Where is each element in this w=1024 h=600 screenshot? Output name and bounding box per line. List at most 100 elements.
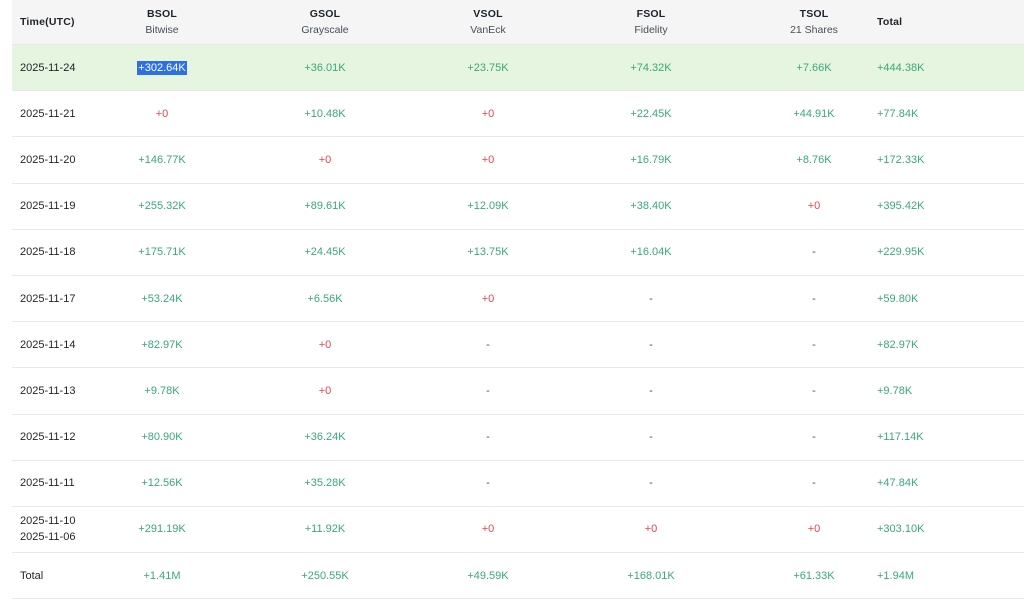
vsol-cell: - xyxy=(438,337,538,353)
date-value: 2025-11-13 xyxy=(20,384,76,397)
tsol-value: - xyxy=(812,292,816,305)
tsol-value: - xyxy=(812,246,816,259)
date-cell: 2025-11-18 xyxy=(12,244,112,260)
gsol-value: +0 xyxy=(318,153,332,166)
date-cell: 2025-11-12 xyxy=(12,429,112,445)
table-row[interactable]: 2025-11-24 +302.64K +36.01K +23.75K +74.32K +… xyxy=(12,45,1024,92)
tsol-cell: - xyxy=(764,429,864,445)
fsol-cell: +22.45K xyxy=(538,106,764,122)
header-tsol[interactable]: TSOL 21 Shares xyxy=(764,6,864,38)
bsol-value: +175.71K xyxy=(138,246,186,259)
date-value: 2025-11-06 xyxy=(20,531,76,544)
date-cell: 2025-11-14 xyxy=(12,337,112,353)
header-time-label: Time(UTC) xyxy=(20,16,75,28)
table-body: 2025-11-24 +302.64K +36.01K +23.75K +74.32K +… xyxy=(12,45,1024,554)
fsol-value: +16.79K xyxy=(630,153,672,166)
bsol-value: +12.56K xyxy=(141,477,183,490)
header-tsol-ticker: TSOL xyxy=(799,8,829,20)
table-row[interactable]: 2025-11-14 +82.97K +0 - - - +82.97K xyxy=(12,322,1024,369)
vsol-cell: +23.75K xyxy=(438,60,538,76)
date-cell: 2025-11-21 xyxy=(12,106,112,122)
total-cell: +82.97K xyxy=(864,337,1024,353)
tsol-cell: - xyxy=(764,244,864,260)
table-row[interactable]: 2025-11-12 +80.90K +36.24K - - - +117.14K xyxy=(12,414,1024,461)
bsol-value: +255.32K xyxy=(138,200,186,213)
vsol-cell: +0 xyxy=(438,291,538,307)
date-value: 2025-11-19 xyxy=(20,200,76,213)
total-value: +444.38K xyxy=(877,61,925,74)
table-row[interactable]: 2025-11-18 +175.71K +24.45K +13.75K +16.04K -… xyxy=(12,229,1024,276)
gsol-cell: +0 xyxy=(212,383,438,399)
vsol-cell: +0 xyxy=(438,152,538,168)
gsol-value: +36.01K xyxy=(304,61,346,74)
selected-value: +302.64K xyxy=(137,60,187,75)
table-row[interactable]: 2025-11-19 +255.32K +89.61K +12.09K +38.40K +… xyxy=(12,183,1024,230)
fsol-value: +38.40K xyxy=(630,200,672,213)
total-cell: +444.38K xyxy=(864,60,1024,76)
gsol-value: +6.56K xyxy=(307,292,343,305)
header-bsol[interactable]: BSOL Bitwise xyxy=(112,6,212,38)
header-total[interactable]: Total xyxy=(864,14,1024,30)
bsol-value: +0 xyxy=(155,107,169,120)
vsol-value: +0 xyxy=(481,292,495,305)
table-row[interactable]: 2025-11-21 +0 +10.48K +0 +22.45K +44.91K +77.8… xyxy=(12,91,1024,138)
gsol-value: +24.45K xyxy=(304,246,346,259)
total-cell: +59.80K xyxy=(864,291,1024,307)
tsol-value: +7.66K xyxy=(796,61,832,74)
table-row[interactable]: 2025-11-17 +53.24K +6.56K +0 - - +59.80K xyxy=(12,275,1024,323)
date-value: 2025-11-11 xyxy=(20,477,75,490)
table-row-total: Total +1.41M +250.55K +49.59K +168.01K +61.3… xyxy=(12,553,1024,600)
table-row[interactable]: 2025-11-11 +12.56K +35.28K - - - +47.84K xyxy=(12,460,1024,507)
header-vsol-issuer: VanEck xyxy=(470,24,506,36)
header-gsol-ticker: GSOL xyxy=(309,8,341,20)
date-value: 2025-11-24 xyxy=(20,61,76,74)
tsol-value: +0 xyxy=(807,200,821,213)
bsol-value: +53.24K xyxy=(141,292,183,305)
vsol-cell: +0 xyxy=(438,521,538,537)
bsol-cell: +80.90K xyxy=(112,429,212,445)
total-vsol-value: +49.59K xyxy=(467,569,509,582)
vsol-value: +0 xyxy=(481,107,495,120)
tsol-cell: +0 xyxy=(764,198,864,214)
vsol-cell: - xyxy=(438,475,538,491)
date-cell: 2025-11-24 xyxy=(12,60,112,76)
bsol-value: +146.77K xyxy=(138,153,186,166)
date-value: 2025-11-20 xyxy=(20,153,76,166)
tsol-value: +0 xyxy=(807,523,821,536)
gsol-cell: +11.92K xyxy=(212,521,438,537)
table-row[interactable]: 2025-11-20 +146.77K +0 +0 +16.79K +8.76K +172.… xyxy=(12,137,1024,184)
header-time[interactable]: Time(UTC) xyxy=(12,14,112,30)
header-fsol[interactable]: FSOL Fidelity xyxy=(538,6,764,38)
total-cell: +303.10K xyxy=(864,521,1024,537)
header-vsol[interactable]: VSOL VanEck xyxy=(438,6,538,38)
header-gsol[interactable]: GSOL Grayscale xyxy=(212,6,438,38)
gsol-cell: +0 xyxy=(212,152,438,168)
bsol-cell: +0 xyxy=(112,106,212,122)
tsol-cell: - xyxy=(764,383,864,399)
bsol-value: +291.19K xyxy=(138,523,186,536)
total-cell: +77.84K xyxy=(864,106,1024,122)
gsol-value: +0 xyxy=(318,384,332,397)
bsol-cell: +53.24K xyxy=(112,291,212,307)
vsol-value: - xyxy=(486,431,490,444)
gsol-value: +36.24K xyxy=(304,431,346,444)
header-gsol-issuer: Grayscale xyxy=(301,24,349,36)
fsol-value: - xyxy=(649,384,653,397)
gsol-value: +11.92K xyxy=(304,523,346,536)
fsol-value: - xyxy=(649,431,653,444)
table-row[interactable]: 2025-11-13 +9.78K +0 - - - +9.78K xyxy=(12,368,1024,415)
fsol-cell: - xyxy=(538,475,764,491)
total-value: +303.10K xyxy=(877,523,925,536)
fsol-cell: - xyxy=(538,383,764,399)
vsol-value: +0 xyxy=(481,153,495,166)
total-total-value: +1.94M xyxy=(877,569,914,582)
table-row[interactable]: 2025-11-10 2025-11-06 +291.19K +11.92K +0 +0 +… xyxy=(12,506,1024,554)
gsol-value: +89.61K xyxy=(304,200,346,213)
vsol-cell: +13.75K xyxy=(438,244,538,260)
date-value: 2025-11-21 xyxy=(20,107,76,120)
fsol-cell: +38.40K xyxy=(538,198,764,214)
header-bsol-ticker: BSOL xyxy=(147,8,177,20)
vsol-cell: +12.09K xyxy=(438,198,538,214)
bsol-value: +82.97K xyxy=(141,338,183,351)
total-tsol-value: +61.33K xyxy=(793,569,835,582)
